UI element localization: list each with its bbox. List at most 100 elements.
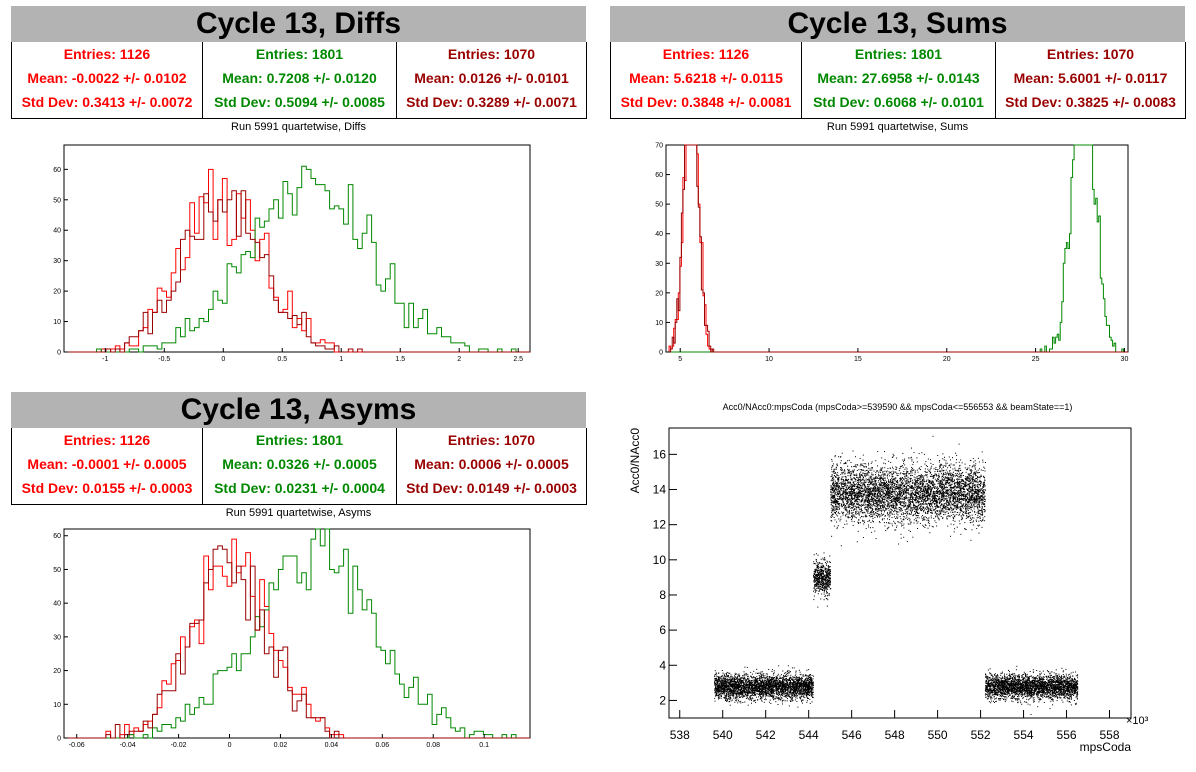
asyms-xtick-label: 0.06 bbox=[375, 742, 389, 749]
asyms-xtick-label: -0.02 bbox=[171, 742, 187, 749]
diffs-ytick-label: 0 bbox=[57, 350, 61, 357]
sums-xtick-label: 5 bbox=[678, 356, 682, 363]
diffs-ytick-label: 50 bbox=[53, 197, 61, 204]
sums-plot: 5 10 15 20 25 30 0 10 20 30 40 50 60 70 bbox=[655, 143, 1129, 363]
sums-stats-green: Entries: 1801 Mean: 27.6958 +/- 0.0143 S… bbox=[802, 42, 996, 118]
entries-text: Entries: 1801 bbox=[255, 432, 344, 448]
diffs-xtick-label: 1 bbox=[339, 356, 343, 363]
asyms-subtitle: Run 5991 quartetwise, Asyms bbox=[225, 507, 372, 519]
scatter-xlabel: mpsCoda bbox=[1080, 740, 1132, 754]
scatter-ytick-label: 10 bbox=[653, 553, 667, 567]
std-text: Std Dev: 0.0155 +/- 0.0003 bbox=[21, 480, 193, 496]
mean-text: Mean: -0.0022 +/- 0.0102 bbox=[27, 70, 187, 86]
sums-ytick-label: 70 bbox=[655, 143, 663, 150]
diffs-frame bbox=[63, 144, 531, 353]
scatter-xtick-label: 550 bbox=[928, 728, 948, 742]
entries-text: Entries: 1801 bbox=[255, 46, 344, 62]
asyms-ytick-label: 0 bbox=[57, 736, 61, 743]
mean-text: Mean: 27.6958 +/- 0.0143 bbox=[817, 70, 980, 86]
scatter-xtick-label: 556 bbox=[1057, 728, 1077, 742]
mean-text: Mean: 5.6001 +/- 0.0117 bbox=[1013, 70, 1168, 86]
scatter-points bbox=[714, 435, 1079, 715]
asyms-stats-red: Entries: 1126 Mean: -0.0001 +/- 0.0005 S… bbox=[12, 428, 203, 504]
diffs-title: Cycle 13, Diffs bbox=[11, 6, 586, 42]
asyms-frame bbox=[63, 528, 531, 739]
scatter-ytick-label: 2 bbox=[659, 693, 666, 707]
mean-text: Mean: 5.6218 +/- 0.0115 bbox=[629, 70, 783, 86]
entries-text: Entries: 1070 bbox=[447, 46, 536, 62]
diffs-subtitle: Run 5991 quartetwise, Diffs bbox=[231, 121, 366, 133]
scatter-xtick-label: 546 bbox=[842, 728, 862, 742]
scatter-xunit: ×10³ bbox=[1126, 715, 1149, 727]
diffs-stats-red: Entries: 1126 Mean: -0.0022 +/- 0.0102 S… bbox=[12, 42, 203, 118]
diffs-ytick-label: 30 bbox=[53, 258, 61, 265]
std-text: Std Dev: 0.3848 +/- 0.0081 bbox=[620, 94, 792, 110]
asyms-ytick-label: 10 bbox=[53, 702, 61, 709]
mean-text: Mean: -0.0001 +/- 0.0005 bbox=[27, 456, 187, 472]
asyms-stats-box: Entries: 1126 Mean: -0.0001 +/- 0.0005 S… bbox=[11, 428, 587, 505]
scatter-ytick-label: 14 bbox=[653, 483, 667, 497]
scatter-ytick-label: 8 bbox=[659, 588, 666, 602]
scatter-xtick-label: 548 bbox=[885, 728, 905, 742]
diffs-ytick-label: 60 bbox=[53, 167, 61, 174]
entries-text: Entries: 1126 bbox=[63, 432, 151, 448]
asyms-ytick-label: 30 bbox=[53, 634, 61, 641]
std-text: Std Dev: 0.3825 +/- 0.0083 bbox=[1005, 94, 1176, 110]
entries-text: Entries: 1801 bbox=[854, 46, 943, 62]
asyms-xtick-label: 0.1 bbox=[479, 742, 489, 749]
scatter-ytick-label: 6 bbox=[659, 623, 666, 637]
sums-xtick-label: 20 bbox=[943, 356, 951, 363]
asyms-title: Cycle 13, Asyms bbox=[11, 392, 586, 428]
asyms-xtick-label: -0.04 bbox=[120, 742, 136, 749]
std-text: Std Dev: 0.6068 +/- 0.0101 bbox=[813, 94, 984, 110]
entries-text: Entries: 1070 bbox=[447, 432, 536, 448]
diffs-xtick-label: -1 bbox=[102, 356, 108, 363]
scatter-plot: mpsCoda ×10³ Acc0/NAcc0 538 540 542 544 546 548 5… bbox=[628, 427, 1149, 754]
std-text: Std Dev: 0.0231 +/- 0.0004 bbox=[214, 480, 385, 496]
asyms-series-darkred bbox=[64, 545, 530, 739]
diffs-xtick-label: -0.5 bbox=[158, 356, 170, 363]
diffs-ytick-label: 40 bbox=[53, 228, 61, 235]
diffs-plot: -1 -0.5 0 0.5 1 1.5 2 2.5 0 10 20 30 40 50 60 bbox=[53, 144, 531, 363]
std-text: Std Dev: 0.0149 +/- 0.0003 bbox=[406, 480, 577, 496]
diffs-series-darkred bbox=[64, 190, 530, 353]
scatter-ylabel: Acc0/NAcc0 bbox=[628, 428, 642, 494]
scatter-xtick-label: 554 bbox=[1014, 728, 1034, 742]
diffs-xtick-label: 0 bbox=[221, 356, 225, 363]
sums-ytick-label: 10 bbox=[655, 320, 663, 327]
sums-ytick-label: 40 bbox=[655, 231, 663, 238]
scatter-xtick-label: 544 bbox=[799, 728, 819, 742]
diffs-xtick-label: 1.5 bbox=[395, 356, 405, 363]
diffs-stats-darkred: Entries: 1070 Mean: 0.0126 +/- 0.0101 St… bbox=[397, 42, 586, 118]
diffs-xtick-label: 2 bbox=[457, 356, 461, 363]
scatter-xtick-label: 558 bbox=[1099, 728, 1119, 742]
std-text: Std Dev: 0.3413 +/- 0.0072 bbox=[21, 94, 193, 110]
diffs-series-green bbox=[64, 165, 530, 353]
sums-xtick-label: 30 bbox=[1121, 356, 1129, 363]
sums-subtitle: Run 5991 quartetwise, Sums bbox=[826, 121, 969, 133]
scatter-xtick-label: 540 bbox=[713, 728, 733, 742]
mean-text: Mean: 0.0006 +/- 0.0005 bbox=[414, 456, 569, 472]
diffs-stats-box: Entries: 1126 Mean: -0.0022 +/- 0.0102 S… bbox=[11, 42, 587, 119]
sums-xtick-label: 10 bbox=[765, 356, 773, 363]
diffs-xtick-label: 2.5 bbox=[513, 356, 523, 363]
sums-series-darkred bbox=[666, 144, 1128, 353]
asyms-series-green bbox=[64, 528, 530, 739]
std-text: Std Dev: 0.5094 +/- 0.0085 bbox=[214, 94, 385, 110]
entries-text: Entries: 1126 bbox=[662, 46, 750, 62]
asyms-plot: -0.06 -0.04 -0.02 0 0.02 0.04 0.06 0.08 0.1 0 10 20… bbox=[53, 528, 531, 749]
sums-series-red bbox=[666, 144, 1128, 353]
asyms-ytick-label: 50 bbox=[53, 567, 61, 574]
scatter-xtick-label: 542 bbox=[756, 728, 776, 742]
asyms-xtick-label: 0 bbox=[228, 742, 232, 749]
diffs-ytick-label: 20 bbox=[53, 289, 61, 296]
sums-stats-darkred: Entries: 1070 Mean: 5.6001 +/- 0.0117 St… bbox=[996, 42, 1185, 118]
entries-text: Entries: 1126 bbox=[63, 46, 151, 62]
scatter-subtitle: Acc0/NAcc0:mpsCoda (mpsCoda>=539590 && m… bbox=[722, 402, 1073, 412]
mean-text: Mean: 0.0326 +/- 0.0005 bbox=[222, 456, 377, 472]
entries-text: Entries: 1070 bbox=[1046, 46, 1135, 62]
asyms-ytick-label: 20 bbox=[53, 668, 61, 675]
sums-ytick-label: 50 bbox=[655, 202, 663, 209]
scatter-xtick-label: 552 bbox=[971, 728, 991, 742]
